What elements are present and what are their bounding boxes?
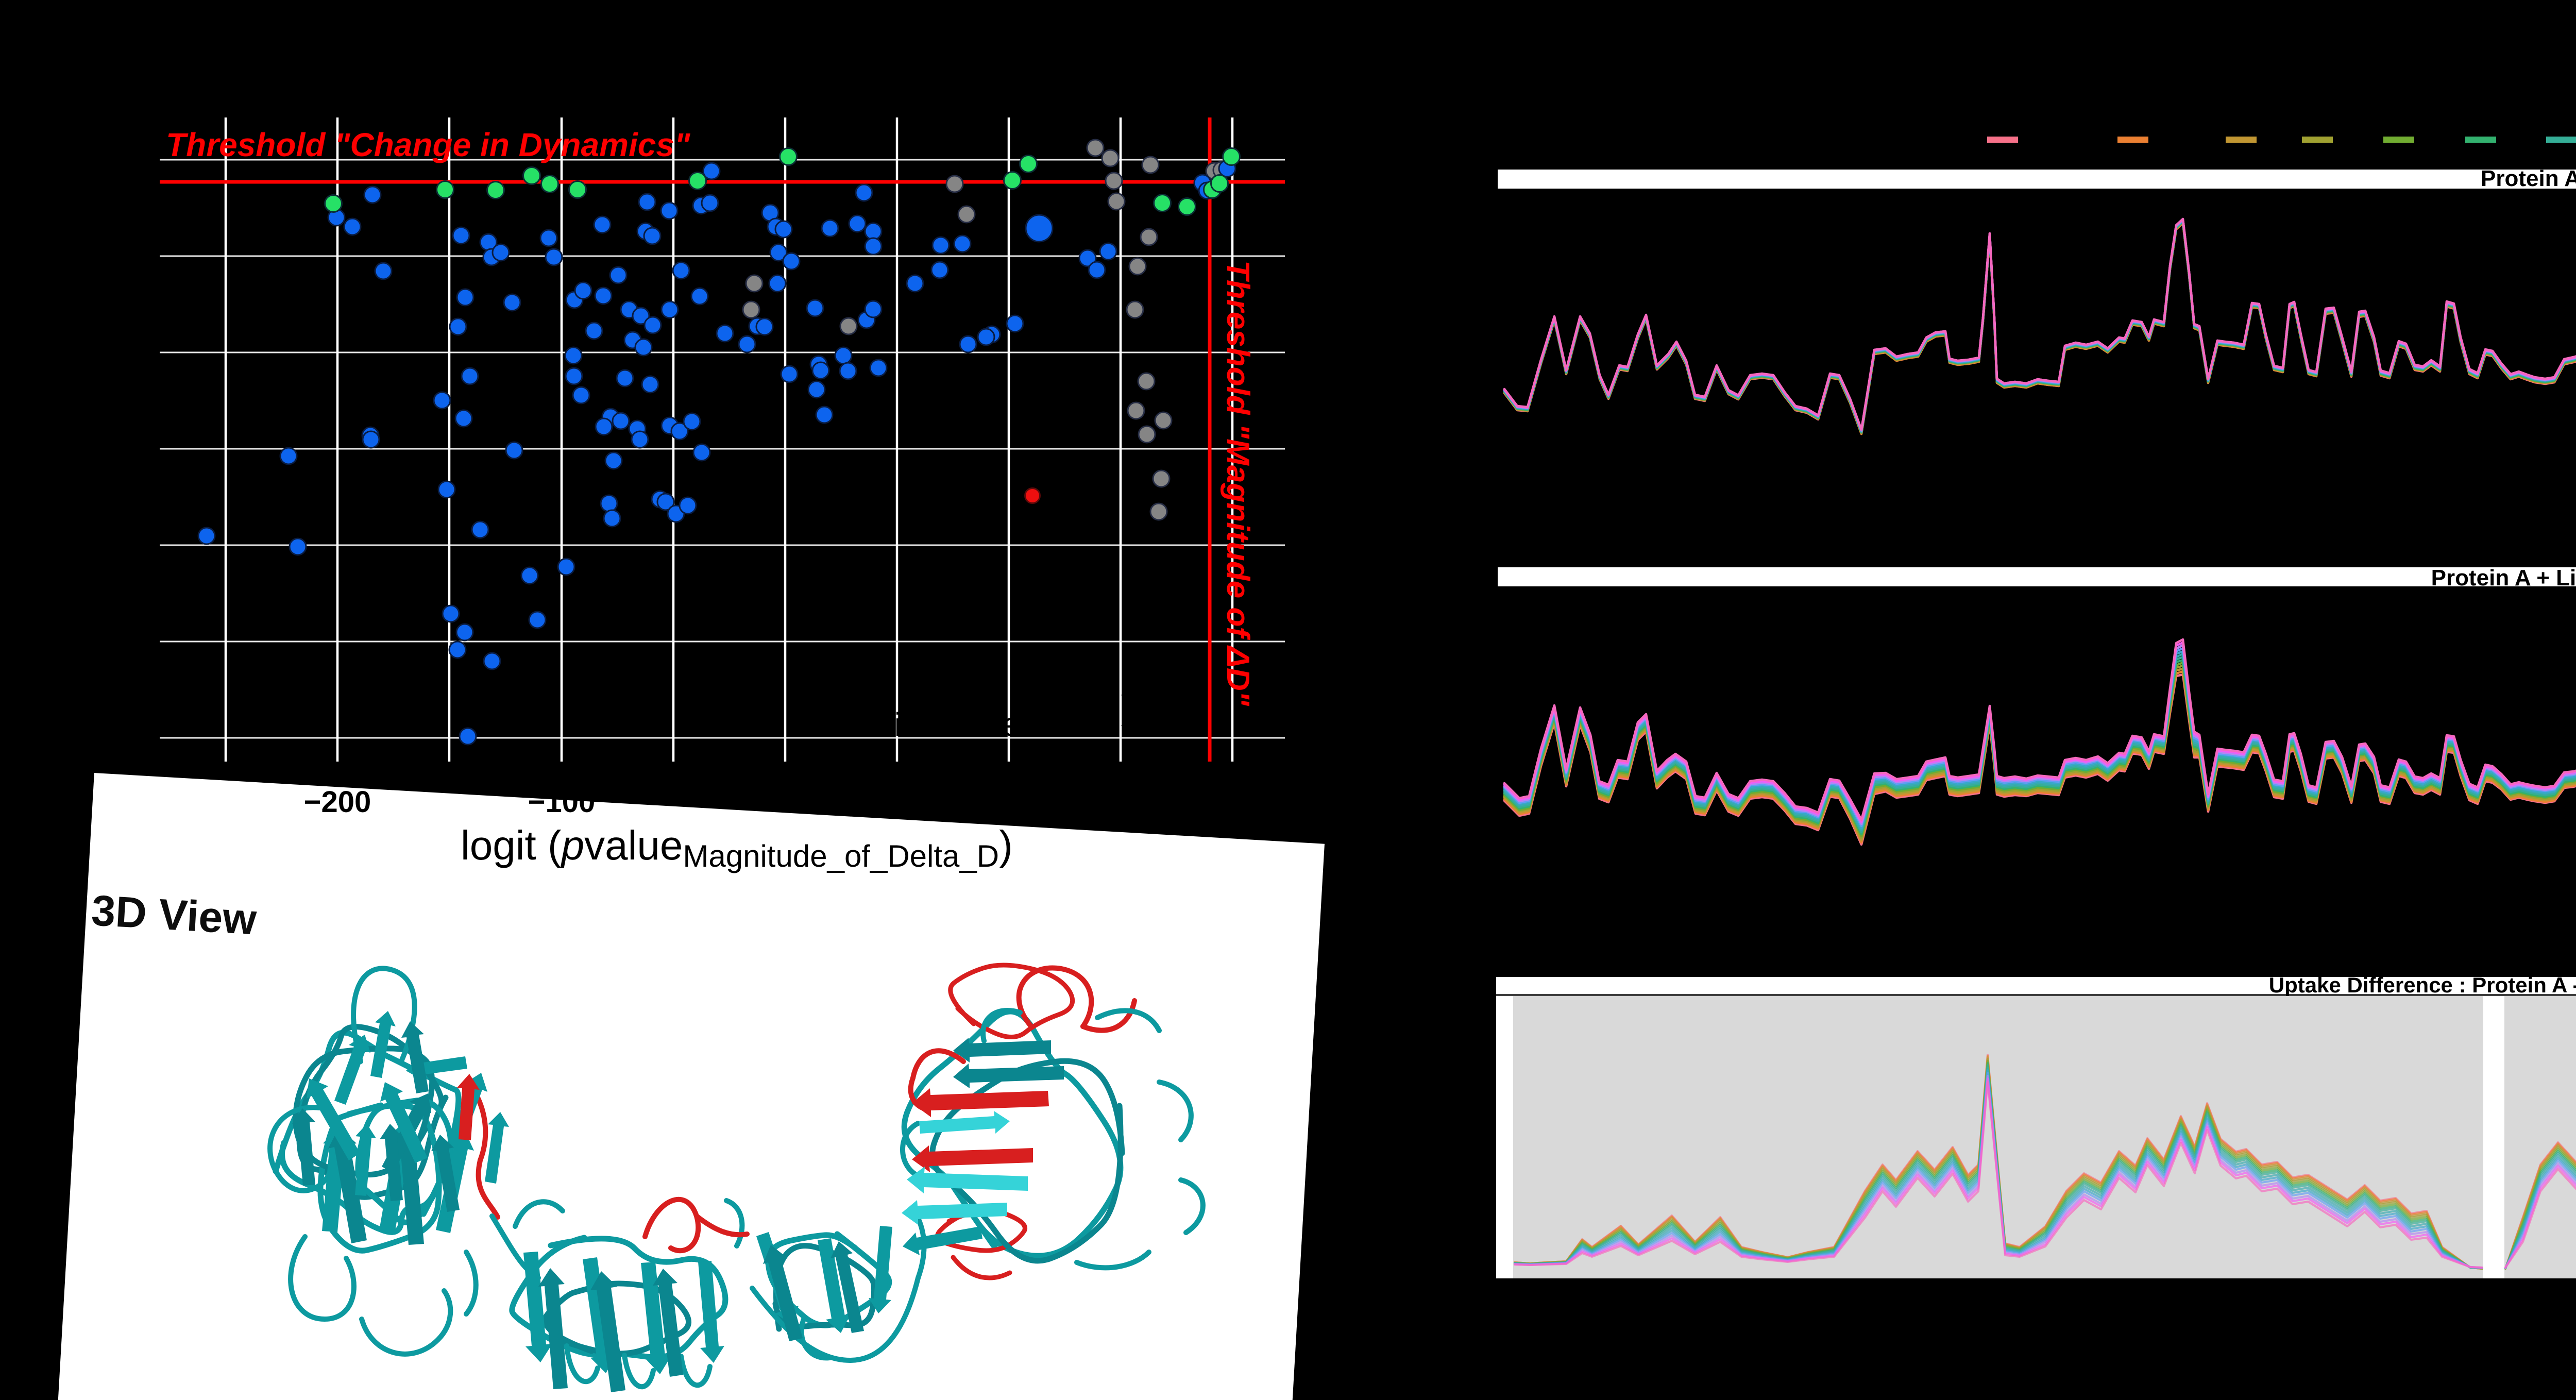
svg-text:Protein A + Ligand: Protein A + Ligand <box>2431 565 2576 591</box>
svg-text:100: 100 <box>984 785 1034 819</box>
svg-text:difference: difference <box>876 706 1020 743</box>
svg-text:2): 2) <box>1103 689 1132 726</box>
svg-text:3D View: 3D View <box>90 886 258 943</box>
svg-text:−100: −100 <box>528 785 596 819</box>
svg-text:Uptake Difference : Protein A: Uptake Difference : Protein A - (Protein… <box>2269 973 2576 997</box>
svg-text:logit (pvalueMagnitude_of_Delt: logit (pvalueMagnitude_of_Delta_D) <box>461 822 1013 873</box>
svg-text:Threshold "Magnitude of ΔD": Threshold "Magnitude of ΔD" <box>1220 260 1256 707</box>
svg-text:0: 0 <box>777 785 793 819</box>
svg-text:Threshold "Change in Dynamics": Threshold "Change in Dynamics" <box>166 126 690 163</box>
svg-text:200: 200 <box>1208 785 1258 819</box>
svg-text:−200: −200 <box>304 785 371 819</box>
svg-text:Protein A: Protein A <box>2481 166 2576 191</box>
